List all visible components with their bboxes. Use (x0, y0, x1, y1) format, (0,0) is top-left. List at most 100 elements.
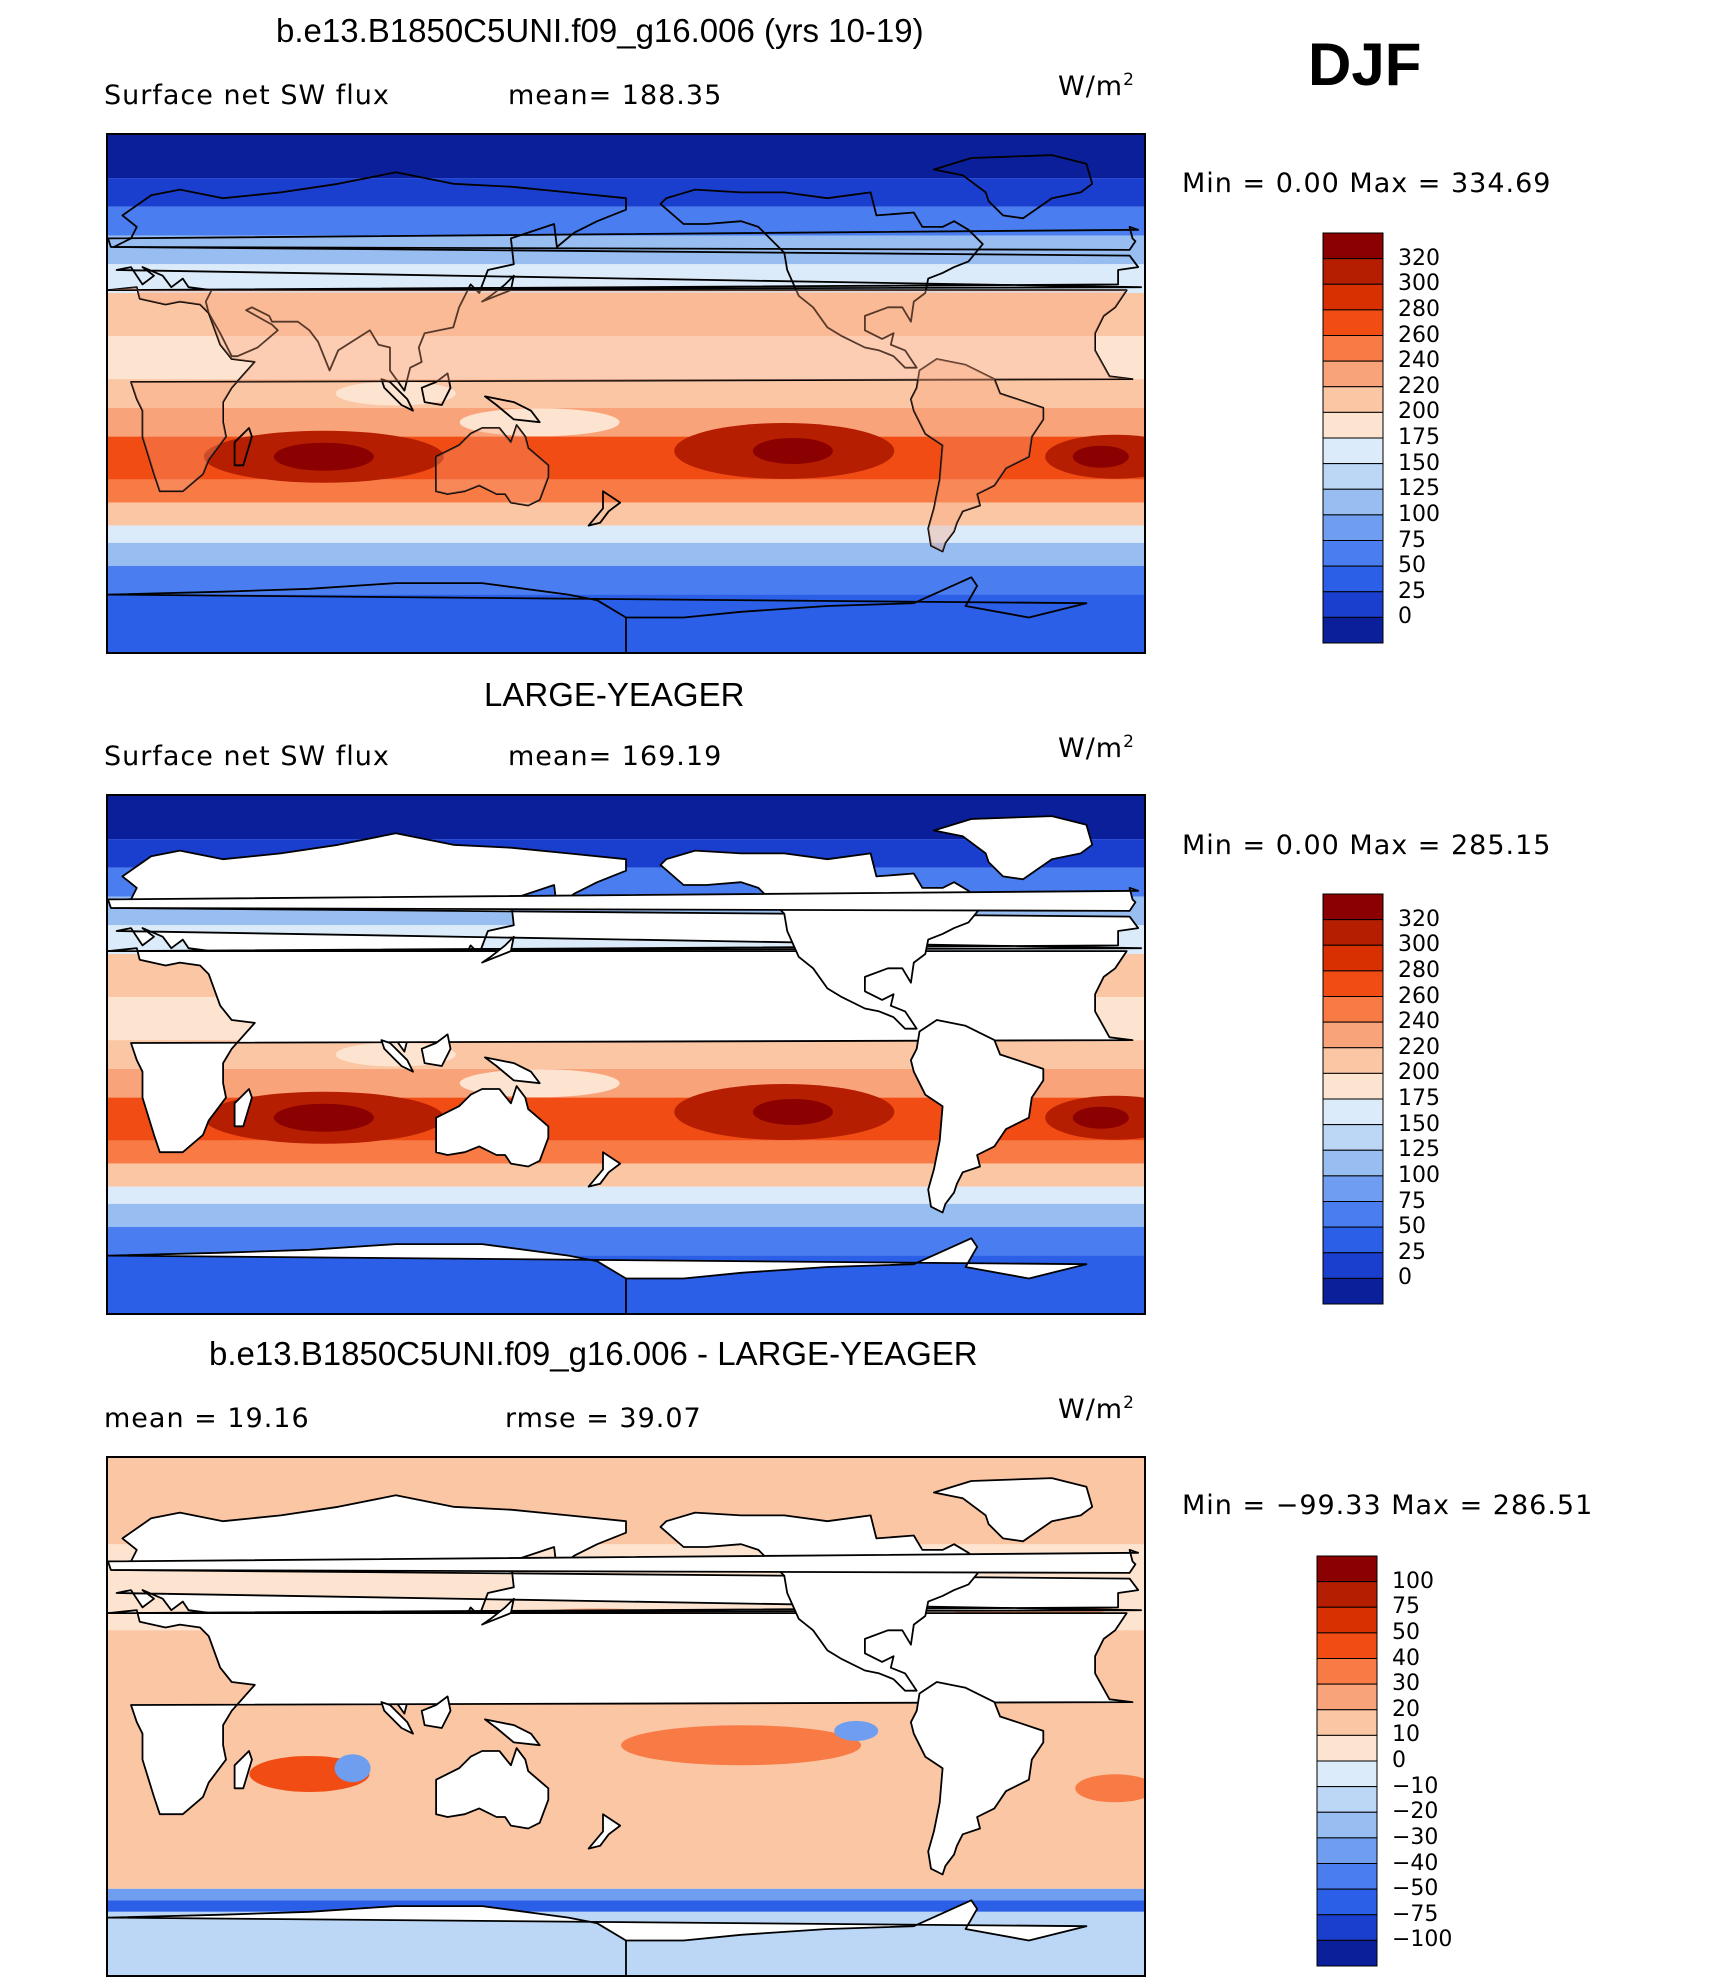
diff-neg-blob (834, 1720, 879, 1741)
coastline-antarctica (108, 1237, 1088, 1313)
colorbar-level-label: 220 (1398, 373, 1440, 399)
colorbar-swatch (1316, 1709, 1378, 1736)
coastline-borneo (420, 372, 452, 406)
colorbar-swatch (1316, 1683, 1378, 1711)
colorbar-level-label: 175 (1398, 425, 1440, 450)
colorbar-swatch (1316, 1939, 1378, 1967)
panel-1-map-svg (108, 135, 1144, 652)
colorbar-swatch (1322, 463, 1384, 490)
colorbar-swatch (1322, 919, 1384, 946)
coastline-greenland (933, 154, 1094, 220)
coastline-indonesia1 (380, 378, 414, 412)
panel-3-map-svg (108, 1458, 1144, 1975)
colorbar-swatch (1322, 514, 1384, 541)
sw-max-blob (752, 1098, 833, 1125)
sw-max-blob (1072, 445, 1129, 468)
colorbar-swatch (1322, 335, 1384, 362)
colorbar-level-label: 30 (1392, 1671, 1420, 1697)
coastline-japan (481, 935, 515, 964)
colorbar-level-label: 0 (1398, 1265, 1412, 1291)
coastline-antarctica (108, 576, 1088, 652)
sw-band (108, 135, 1144, 179)
colorbar-swatch (1322, 1072, 1384, 1100)
colorbar-level-label: 125 (1398, 1137, 1440, 1163)
sw-band (108, 379, 1144, 408)
land-tint-africa (108, 287, 1133, 492)
colorbar-level-label: 0 (1392, 1748, 1406, 1773)
colorbar-level-label: 125 (1398, 476, 1440, 502)
panel-1-units: W/m2 (1058, 70, 1135, 102)
colorbar-swatch (1316, 1837, 1378, 1864)
colorbar-svg (1316, 1555, 1378, 1967)
coastline-samerica (910, 1681, 1045, 1876)
sw-band (108, 479, 1144, 503)
colorbar-swatch (1322, 1149, 1384, 1177)
colorbar-swatch (1322, 309, 1384, 336)
panel-2-minmax: Min = 0.00 Max = 285.15 (1182, 830, 1552, 861)
colorbar-swatch (1322, 232, 1384, 260)
diff-blob (621, 1725, 862, 1766)
coastline-newguinea (484, 395, 541, 424)
colorbar-swatch (1322, 1098, 1384, 1126)
colorbar-swatch (1322, 386, 1384, 413)
colorbar-swatch (1322, 944, 1384, 972)
colorbar-swatch (1322, 1124, 1384, 1151)
panel-2-colorbar: 320 300 280 260 240 220 200 175 150 125 100 75 50 25 0 (1322, 893, 1440, 1310)
colorbar-level-label: −40 (1392, 1850, 1439, 1876)
coastline-namerica (659, 188, 984, 369)
colorbar-swatch (1322, 411, 1384, 439)
colorbar-swatch (1322, 540, 1384, 567)
panel-2-title: LARGE-YEAGER (484, 676, 745, 713)
sw-band (108, 1203, 1144, 1227)
colorbar-swatch (1322, 970, 1384, 997)
panel-2-units: W/m2 (1058, 732, 1135, 764)
panel-2-variable-label: Surface net SW flux (104, 741, 390, 772)
coastline-australia (435, 424, 550, 507)
colorbar-level-label: −30 (1392, 1824, 1439, 1850)
colorbar-swatch (1316, 1606, 1378, 1634)
panel-1-map (106, 133, 1146, 654)
coastline-samerica (910, 358, 1045, 553)
sw-band (108, 1140, 1144, 1164)
colorbar-level-label: 75 (1392, 1594, 1420, 1620)
colorbar-level-label: −50 (1392, 1876, 1439, 1902)
sw-band (108, 542, 1144, 566)
colorbar-level-label: 150 (1398, 1111, 1440, 1137)
colorbar-level-label: −75 (1392, 1901, 1439, 1927)
colorbar-level-label: −10 (1392, 1773, 1439, 1799)
sw-band (108, 1186, 1144, 1204)
colorbar-swatch (1322, 283, 1384, 311)
sw-band (108, 407, 1144, 437)
coastline-eurasia (108, 171, 1142, 392)
colorbar-level-label: 200 (1398, 399, 1440, 425)
colorbar-level-label: 40 (1392, 1645, 1420, 1671)
panel-1-minmax: Min = 0.00 Max = 334.69 (1182, 168, 1552, 199)
panel-3-units: W/m2 (1058, 1393, 1135, 1425)
sw-band (108, 1163, 1144, 1187)
colorbar-level-label: 25 (1398, 1239, 1426, 1265)
colorbar-swatch (1316, 1581, 1378, 1608)
colorbar-level-label: −20 (1392, 1799, 1439, 1825)
panel-3-title: b.e13.B1850C5UNI.f09_g16.006 - LARGE-YEA… (209, 1335, 978, 1372)
land-tint-australia (436, 425, 549, 506)
coastline-uk (108, 1549, 1140, 1574)
panel-3-mean-label: mean = 19.16 (104, 1403, 310, 1434)
coastline-antarctica (108, 1899, 1088, 1975)
colorbar-swatch (1322, 591, 1384, 618)
sw-band (108, 525, 1144, 543)
coastline-borneo (420, 1033, 452, 1067)
colorbar-swatch (1316, 1888, 1378, 1916)
colorbar-swatch (1322, 437, 1384, 465)
sw-band (108, 336, 1144, 380)
diff-neg-blob (334, 1754, 371, 1783)
colorbar-level-label: 200 (1398, 1060, 1440, 1086)
panel-1-colorbar: 320 300 280 260 240 220 200 175 150 125 100 75 50 25 0 (1322, 232, 1440, 649)
coastline-africa (108, 286, 1134, 493)
colorbar-level-label: 100 (1398, 1162, 1440, 1188)
colorbar-swatch (1322, 893, 1384, 921)
colorbar-level-label: 0 (1398, 604, 1412, 630)
coastline-nz (587, 1151, 622, 1188)
colorbar-level-label: −100 (1392, 1927, 1453, 1953)
colorbar-level-label: 300 (1398, 932, 1440, 958)
colorbar-swatch (1322, 1226, 1384, 1254)
